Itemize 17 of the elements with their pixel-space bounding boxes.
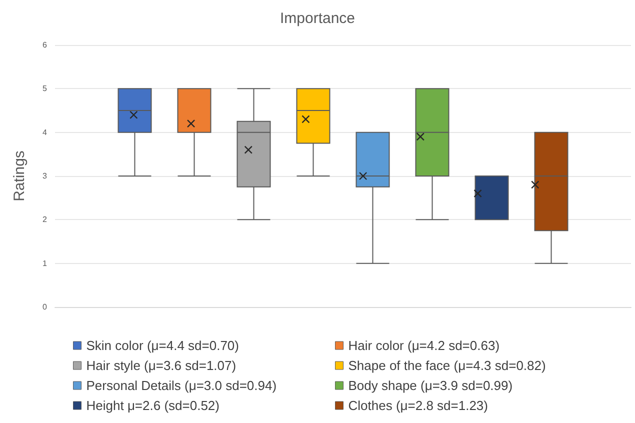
legend-label: Height μ=2.6 (sd=0.52) xyxy=(86,398,220,413)
y-tick-label: 4 xyxy=(42,128,48,137)
legend-label: Hair style (μ=3.6 sd=1.07) xyxy=(86,358,236,373)
legend-label: Personal Details (μ=3.0 sd=0.94) xyxy=(86,378,277,393)
y-tick-label: 6 xyxy=(42,40,48,50)
y-tick-label: 1 xyxy=(42,258,48,268)
y-tick-label: 5 xyxy=(42,84,48,94)
legend-label: Shape of the face (μ=4.3 sd=0.82) xyxy=(348,358,546,373)
y-tick-label: 0 xyxy=(42,302,48,312)
chart-title: Importance xyxy=(280,10,356,27)
y-tick-label: 3 xyxy=(42,172,48,180)
legend-label: Body shape (μ=3.9 sd=0.99) xyxy=(348,378,513,393)
legend-label: Skin color (μ=4.4 sd=0.70) xyxy=(86,338,239,353)
legend-label: Clothes (μ=2.8 sd=1.23) xyxy=(348,398,488,413)
y-axis-title: Ratings xyxy=(11,150,28,202)
legend-label: Hair color (μ=4.2 sd=0.63) xyxy=(348,338,500,353)
y-tick-label: 2 xyxy=(42,215,48,224)
